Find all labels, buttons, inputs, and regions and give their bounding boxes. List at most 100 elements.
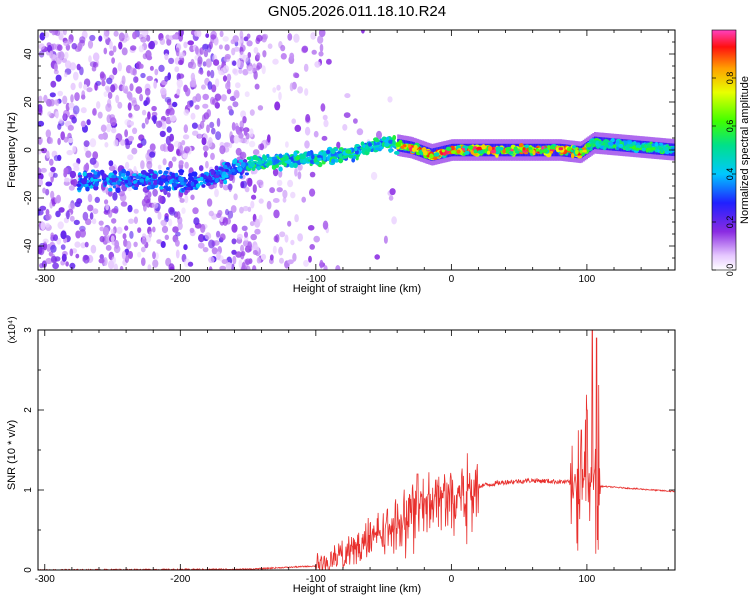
- noise-speck: [157, 164, 162, 170]
- colorbar-tick-label: 0.0: [725, 264, 735, 277]
- noise-speck: [132, 31, 138, 40]
- noise-speck: [75, 230, 81, 239]
- noise-speck: [110, 84, 116, 93]
- noise-speck: [45, 181, 53, 187]
- ridge-blob: [607, 141, 613, 146]
- noise-speck: [119, 193, 127, 202]
- snr-series-line: [38, 330, 675, 570]
- noise-speck: [74, 92, 80, 102]
- colorbar-label: Normalized spectral amplitude: [739, 76, 750, 224]
- ridge-blob: [535, 148, 540, 152]
- y-tick-label: 2: [23, 407, 34, 413]
- noise-speck: [252, 63, 257, 73]
- colorbar-ticks: 0.0 0.2 0.4 0.6 0.8: [712, 72, 736, 277]
- noise-speck: [161, 122, 167, 130]
- ridge-blob: [529, 149, 534, 154]
- noise-speck: [45, 257, 53, 265]
- noise-speck: [178, 59, 184, 66]
- noise-speck: [111, 218, 117, 224]
- y-tick-label: 40: [23, 48, 34, 60]
- noise-speck: [112, 191, 118, 201]
- noise-speck: [251, 194, 257, 200]
- noise-speck: [275, 234, 280, 243]
- noise-speck: [256, 257, 262, 264]
- noise-speck: [206, 124, 210, 133]
- ridge-blob: [429, 153, 434, 159]
- noise-speck: [106, 123, 112, 133]
- noise-speck: [69, 262, 76, 269]
- noise-speck: [106, 86, 111, 93]
- noise-speck: [294, 124, 302, 132]
- noise-speck: [53, 99, 58, 105]
- noise-speck: [258, 214, 263, 224]
- noise-speck: [121, 85, 126, 92]
- ridge-blob: [384, 142, 390, 147]
- noise-speck: [141, 237, 147, 246]
- noise-speck: [83, 84, 88, 90]
- noise-speck: [260, 253, 267, 261]
- noise-speck: [141, 257, 146, 267]
- noise-speck: [244, 231, 248, 238]
- noise-speck: [147, 264, 152, 270]
- ridge-blob: [256, 166, 261, 170]
- noise-speck: [58, 207, 65, 213]
- noise-speck: [105, 244, 112, 251]
- noise-speck: [183, 124, 188, 134]
- noise-speck: [87, 193, 93, 203]
- noise-speck: [114, 240, 120, 249]
- colorbar: [711, 29, 737, 271]
- noise-speck: [242, 205, 249, 212]
- noise-speck: [69, 170, 77, 179]
- ridge-blob: [147, 185, 152, 190]
- noise-speck: [60, 230, 67, 240]
- noise-speck: [248, 140, 256, 148]
- noise-speck: [161, 225, 169, 234]
- noise-speck: [214, 93, 222, 101]
- ridge-blob: [616, 140, 620, 145]
- noise-speck: [111, 127, 117, 134]
- noise-speck: [285, 141, 289, 148]
- noise-speck: [224, 44, 230, 51]
- noise-speck: [87, 40, 94, 49]
- ridge-blob: [283, 162, 287, 167]
- noise-speck: [179, 145, 184, 153]
- noise-speck: [104, 142, 109, 148]
- snr-y-multiplier: (x10⁴): [7, 316, 18, 343]
- noise-speck: [194, 104, 200, 110]
- ridge-blob: [206, 182, 211, 186]
- noise-speck: [192, 207, 199, 215]
- ridge-blob: [98, 178, 102, 182]
- noise-speck: [153, 115, 157, 125]
- noise-speck: [266, 200, 272, 210]
- ridge-blob: [164, 178, 169, 182]
- ridge-blob: [159, 186, 164, 190]
- ridge-blob: [348, 154, 355, 159]
- noise-speck: [309, 244, 316, 250]
- noise-speck: [131, 147, 138, 155]
- noise-speck: [250, 200, 255, 209]
- ridge-blob: [306, 151, 312, 157]
- ridge-blob: [374, 147, 381, 151]
- noise-speck: [140, 72, 146, 79]
- noise-speck: [232, 255, 237, 265]
- noise-speck: [189, 227, 195, 234]
- ridge-blob: [640, 144, 646, 149]
- noise-speck: [231, 249, 237, 255]
- noise-speck: [83, 140, 90, 148]
- spectrogram: [38, 30, 675, 270]
- noise-speck: [189, 100, 194, 107]
- noise-speck: [213, 59, 220, 66]
- noise-speck: [152, 259, 159, 268]
- noise-speck: [149, 151, 156, 158]
- noise-speck: [94, 196, 101, 203]
- noise-speck: [102, 226, 109, 237]
- noise-speck: [252, 184, 257, 194]
- noise-speck: [216, 230, 221, 238]
- noise-speck: [124, 225, 129, 231]
- ridge-blob: [173, 186, 178, 191]
- x-tick-label: 100: [579, 274, 596, 285]
- noise-speck: [241, 225, 248, 231]
- noise-speck: [297, 171, 302, 180]
- noise-speck: [199, 120, 205, 129]
- noise-speck: [166, 38, 172, 46]
